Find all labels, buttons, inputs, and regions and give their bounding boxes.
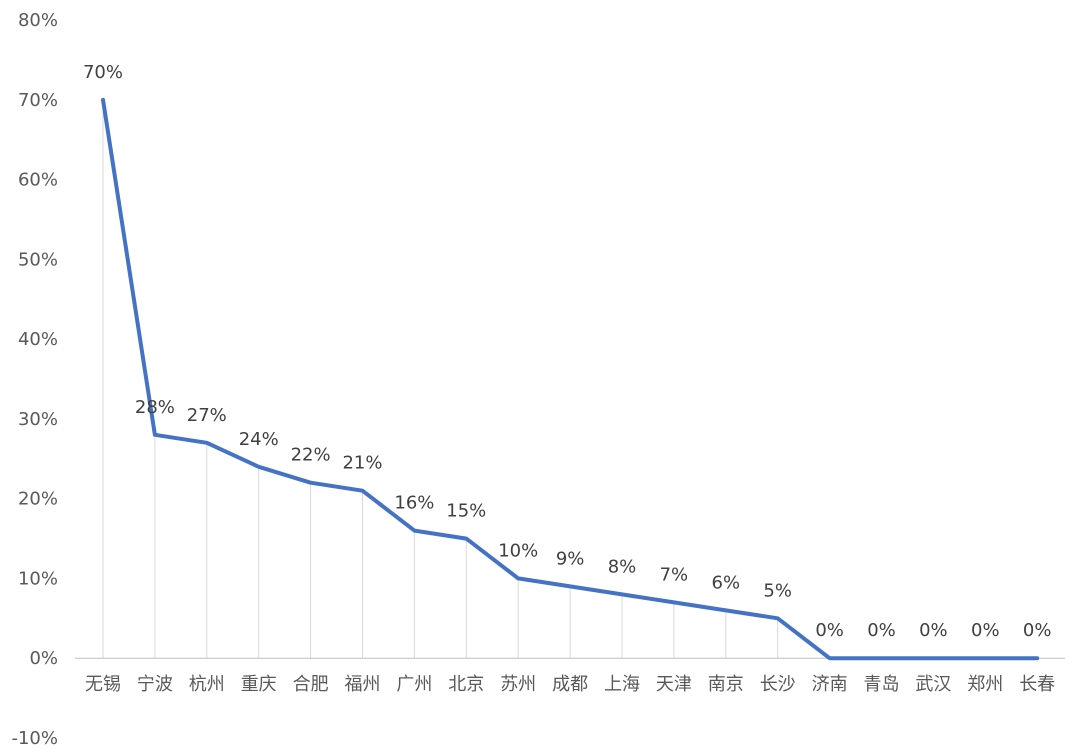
- x-category-label: 上海: [604, 674, 640, 695]
- x-category-label: 天津: [656, 674, 692, 695]
- data-label: 27%: [187, 405, 227, 426]
- data-label: 15%: [446, 501, 486, 522]
- data-label: 5%: [763, 580, 792, 601]
- x-category-label: 重庆: [241, 674, 277, 695]
- data-label: 6%: [712, 572, 741, 593]
- x-category-label: 济南: [812, 674, 848, 695]
- x-axis-categories: 无锡 宁波 杭州 重庆 合肥 福州 广州 北京 苏州 成都 上海 天津 南京 长沙 济南 青岛 武汉 郑州 长春: [85, 674, 1055, 695]
- y-tick-label: 20%: [18, 489, 58, 510]
- y-tick-label: -10%: [11, 728, 58, 749]
- y-tick-label: 70%: [18, 90, 58, 111]
- data-label: 21%: [342, 453, 382, 474]
- data-label: 70%: [83, 62, 123, 83]
- y-tick-label: 0%: [29, 648, 58, 669]
- data-label: 0%: [815, 620, 844, 641]
- x-category-label: 郑州: [967, 674, 1003, 695]
- y-tick-label: 10%: [18, 568, 58, 589]
- x-category-label: 福州: [345, 674, 381, 695]
- x-category-label: 杭州: [189, 674, 225, 695]
- y-tick-label: 30%: [18, 409, 58, 430]
- data-label: 9%: [556, 548, 585, 569]
- x-category-label: 苏州: [500, 674, 536, 695]
- x-category-label: 合肥: [293, 674, 329, 695]
- series-line: [101, 97, 1040, 661]
- data-label: 0%: [971, 620, 1000, 641]
- x-category-label: 青岛: [864, 674, 900, 695]
- y-tick-label: 60%: [18, 170, 58, 191]
- data-label: 16%: [394, 493, 434, 514]
- drop-lines: [102, 99, 779, 659]
- x-category-label: 武汉: [915, 674, 951, 695]
- data-label: 10%: [498, 540, 538, 561]
- data-label: 8%: [608, 556, 637, 577]
- data-label: 0%: [867, 620, 896, 641]
- data-label: 22%: [291, 445, 331, 466]
- y-tick-label: 40%: [18, 329, 58, 350]
- x-category-label: 广州: [396, 674, 432, 695]
- x-category-label: 成都: [552, 674, 588, 695]
- x-category-label: 宁波: [137, 674, 173, 695]
- data-label: 0%: [1023, 620, 1052, 641]
- x-category-label: 无锡: [85, 674, 121, 695]
- data-labels: 70% 28% 27% 24% 22% 21% 16% 15% 10% 9% 8% 7% 6% 5% 0% 0…: [83, 62, 1051, 641]
- y-axis-ticks: 80% 70% 60% 50% 40% 30% 20% 10% 0% -10%: [11, 10, 58, 749]
- data-label: 28%: [135, 397, 175, 418]
- x-category-label: 长春: [1019, 674, 1055, 695]
- y-tick-label: 50%: [18, 249, 58, 270]
- y-tick-label: 80%: [18, 10, 58, 31]
- data-label: 0%: [919, 620, 948, 641]
- x-category-label: 长沙: [760, 674, 796, 695]
- x-category-label: 北京: [448, 674, 484, 695]
- data-label: 24%: [239, 429, 279, 450]
- x-category-label: 南京: [708, 674, 744, 695]
- data-label: 7%: [660, 564, 689, 585]
